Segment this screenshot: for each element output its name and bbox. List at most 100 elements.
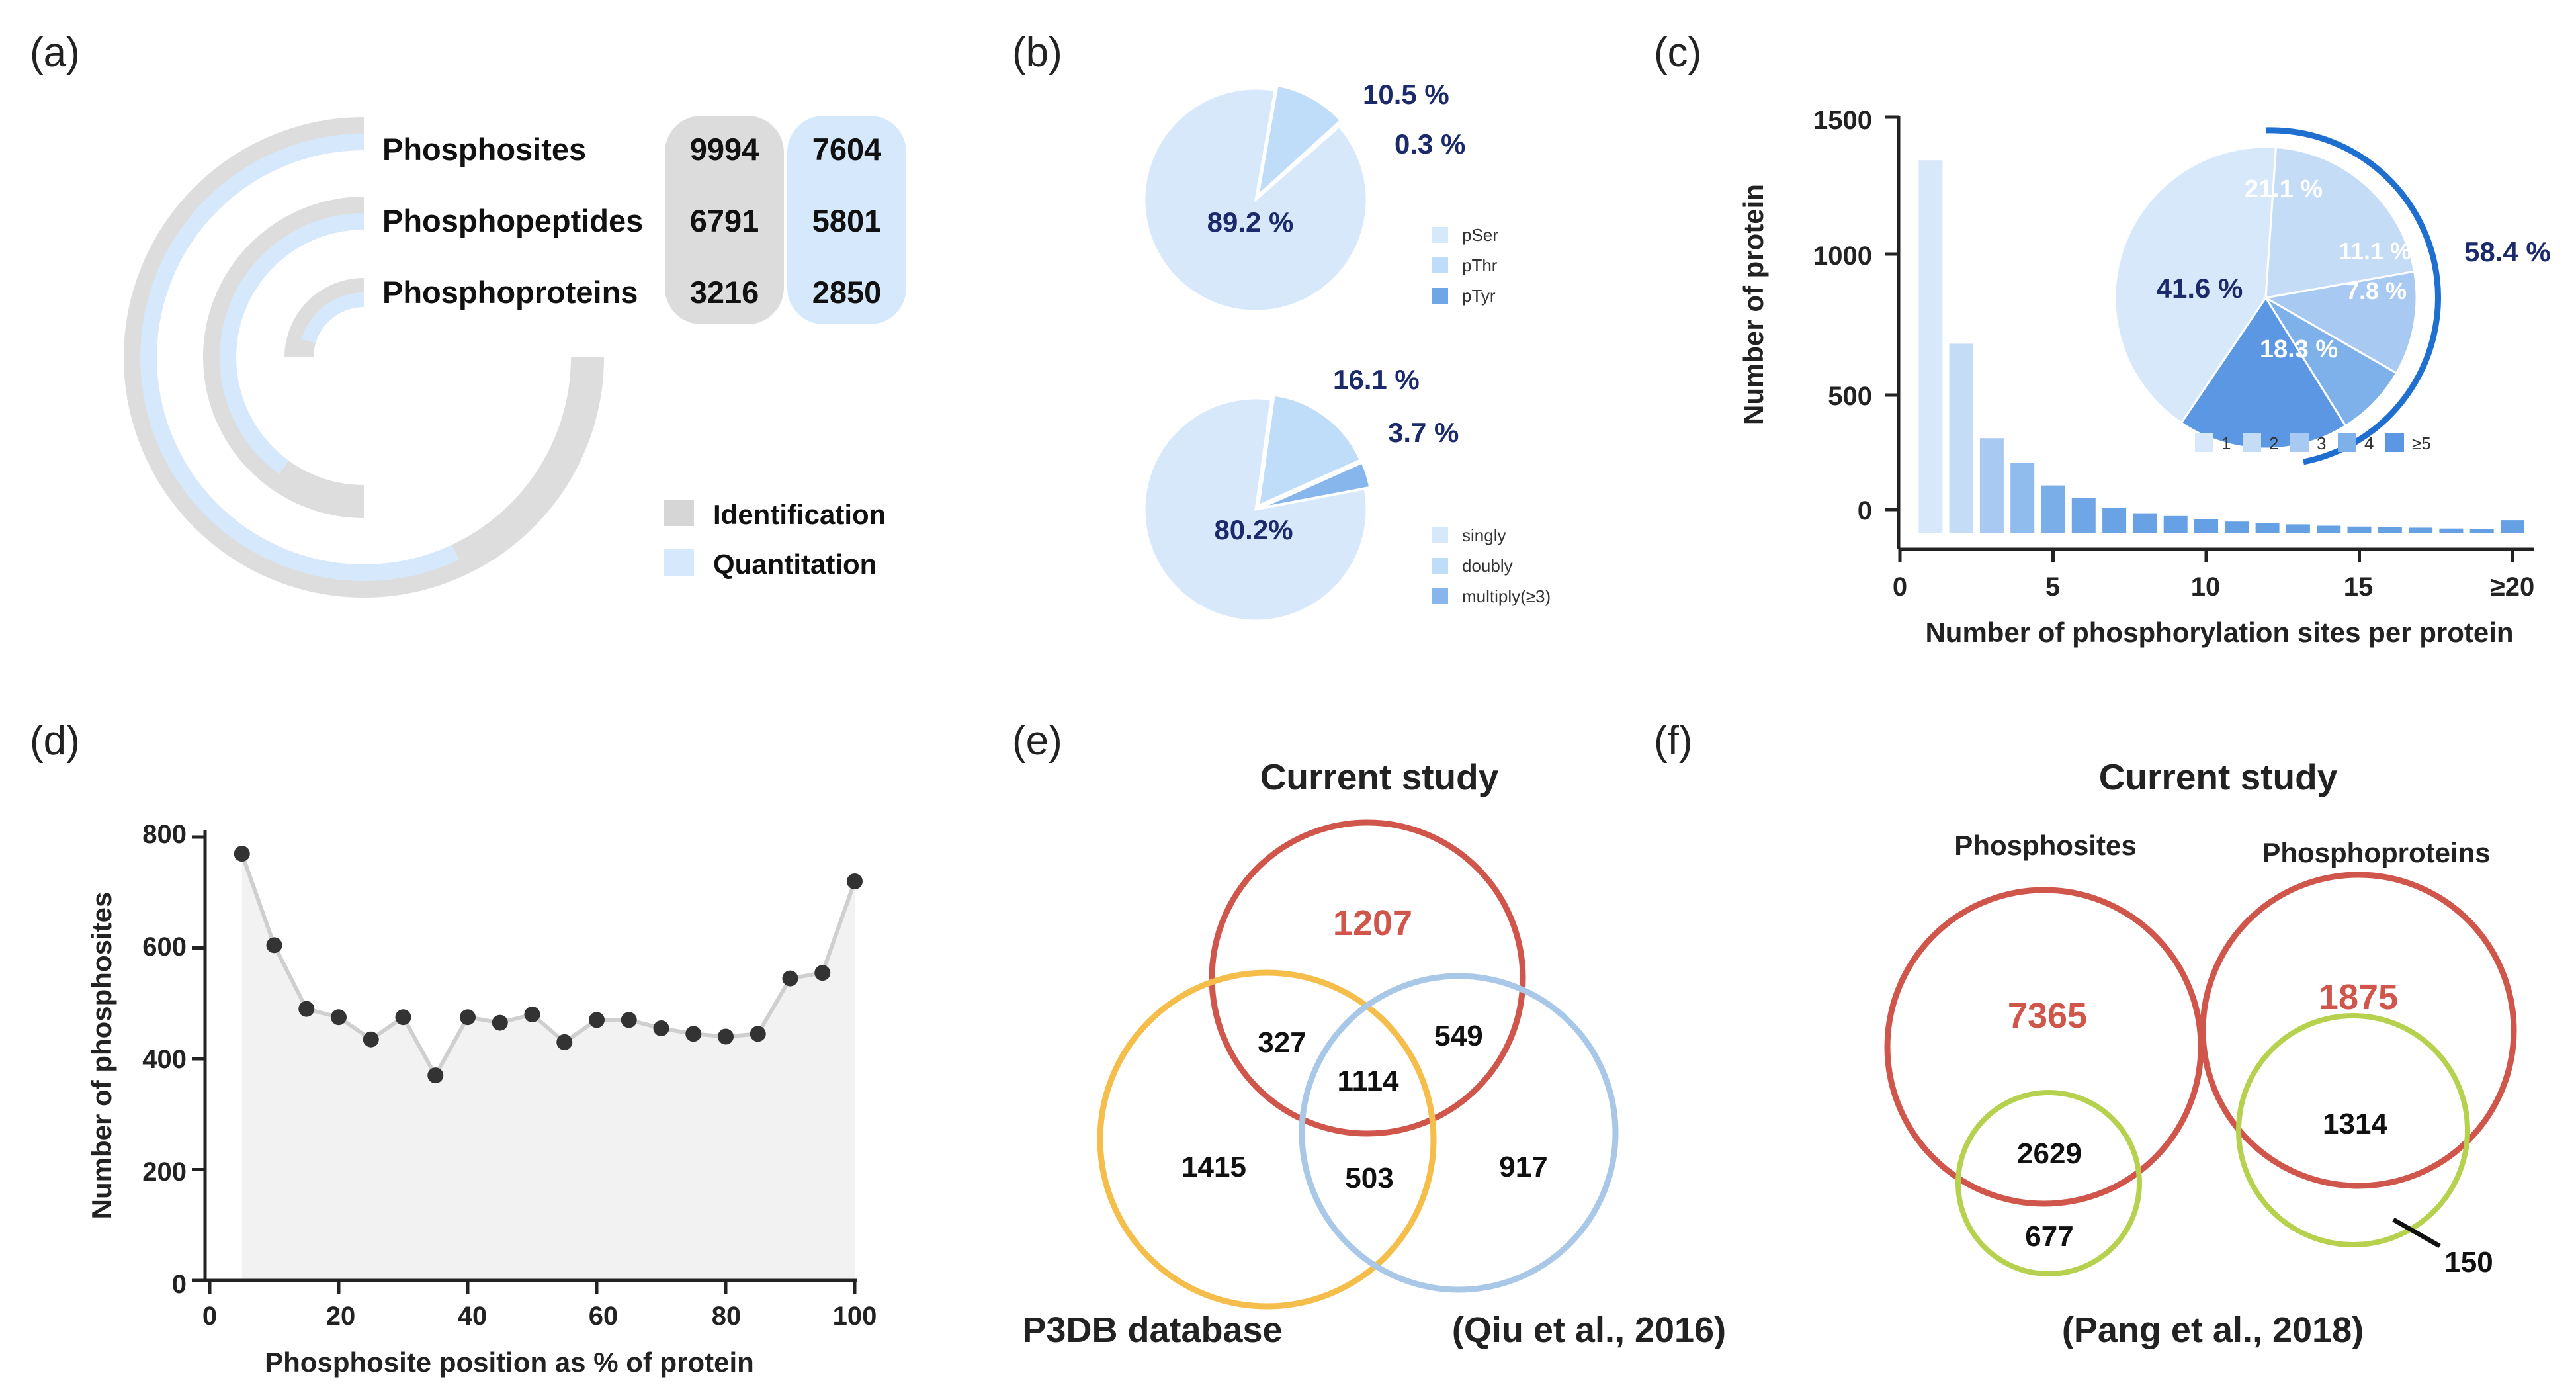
panel-letter-b: (b) bbox=[1012, 30, 1062, 75]
arc-quantitation-phosphosites bbox=[140, 134, 459, 581]
c-ytick-1500: 1500 bbox=[1813, 106, 1872, 135]
bar-18 bbox=[2439, 528, 2464, 533]
legend-ptyr: pTyr bbox=[1462, 286, 1496, 306]
bar-6 bbox=[2071, 498, 2096, 533]
label-pser: 89.2 % bbox=[1207, 206, 1294, 238]
inset-legend-3: 3 bbox=[2317, 433, 2326, 453]
c-xtick-10: 10 bbox=[2191, 572, 2221, 602]
panel-a-arcs bbox=[124, 117, 604, 598]
panel-letter-d: (d) bbox=[30, 718, 80, 764]
c-ytick-0: 0 bbox=[1858, 496, 1872, 525]
pie-slice-multiply bbox=[1260, 461, 1371, 510]
legend-swatch-quantitation bbox=[664, 549, 694, 576]
panel-f: Current study Phosphosites Phosphoprotei… bbox=[1884, 756, 2517, 1350]
d-area-fill bbox=[241, 854, 855, 1280]
inset-slice-1 bbox=[2114, 146, 2278, 425]
d-point-35 bbox=[427, 1067, 444, 1084]
bar-9 bbox=[2163, 515, 2188, 533]
inset-legend-4: 4 bbox=[2364, 433, 2374, 453]
panel-d: 800 600 400 200 0 0 20 40 60 80 100 Phos… bbox=[86, 820, 877, 1378]
c-xtick-5: 5 bbox=[2045, 572, 2060, 602]
inset-legend-swatch-4 bbox=[2338, 433, 2356, 452]
inset-legend-swatch-3 bbox=[2290, 433, 2309, 452]
f-group-title-phosphoproteins: Phosphoproteins bbox=[2262, 837, 2490, 868]
legend-swatch-singly bbox=[1432, 527, 1448, 543]
d-point-75 bbox=[685, 1026, 702, 1042]
label-ptyr: 0.3 % bbox=[1395, 128, 1465, 159]
arc-quantitation-phosphopeptides bbox=[220, 213, 364, 474]
label-doubly: 16.1 % bbox=[1333, 364, 1420, 395]
inset-slice-4 bbox=[2264, 296, 2398, 427]
d-point-10 bbox=[266, 937, 282, 954]
d-xtick-60: 60 bbox=[589, 1302, 619, 1331]
venn-e-qiu bbox=[1299, 973, 1619, 1293]
bar-17 bbox=[2409, 527, 2433, 533]
row-label-phosphoproteins: Phosphoproteins bbox=[382, 275, 638, 310]
f-phosphoproteins-overlap: 1314 bbox=[2323, 1108, 2387, 1140]
f-phosphosites-pang-only: 677 bbox=[2025, 1220, 2073, 1253]
d-point-5 bbox=[234, 846, 250, 862]
legend-pthr: pThr bbox=[1462, 255, 1498, 275]
row-label-phosphosites: Phosphosites bbox=[382, 132, 586, 167]
legend-identification: Identification bbox=[713, 499, 886, 530]
e-p3db-only: 1415 bbox=[1181, 1151, 1246, 1183]
inset-legend-swatch-5 bbox=[2385, 433, 2404, 452]
legend-swatch-multiply bbox=[1432, 588, 1448, 604]
d-x-axis-label: Phosphosite position as % of protein bbox=[265, 1347, 754, 1378]
d-xtick-100: 100 bbox=[833, 1302, 877, 1331]
f-150-leader-line bbox=[2392, 1217, 2441, 1249]
f-phosphoproteins-current-only: 1875 bbox=[2319, 977, 2398, 1017]
e-current-qiu: 549 bbox=[1434, 1020, 1482, 1052]
d-ytick-200: 200 bbox=[142, 1157, 187, 1186]
d-ytick-600: 600 bbox=[142, 932, 187, 962]
panel-letter-f: (f) bbox=[1654, 718, 1693, 764]
f-bottom-label: (Pang et al., 2018) bbox=[2062, 1310, 2364, 1350]
d-xtick-40: 40 bbox=[458, 1302, 488, 1331]
inset-bracket-label: 58.4 % bbox=[2464, 236, 2551, 267]
legend-swatch-doubly bbox=[1432, 558, 1448, 574]
d-point-45 bbox=[492, 1014, 508, 1031]
d-xtick-0: 0 bbox=[202, 1302, 217, 1331]
c-ytick-1000: 1000 bbox=[1813, 242, 1872, 271]
value-phosphopeptides-quantitation: 5801 bbox=[812, 203, 882, 238]
e-current-p3db: 327 bbox=[1258, 1026, 1306, 1059]
inset-legend-swatch-2 bbox=[2243, 433, 2261, 452]
legend-quantitation: Quantitation bbox=[713, 549, 877, 580]
f-group-title-phosphosites: Phosphosites bbox=[1954, 830, 2136, 861]
inset-label-3: 11.1 % bbox=[2339, 238, 2411, 265]
d-point-40 bbox=[460, 1009, 476, 1026]
f-title: Current study bbox=[2099, 756, 2338, 797]
panel-letter-e: (e) bbox=[1012, 718, 1062, 764]
legend-swatch-identification bbox=[664, 500, 694, 526]
c-xtick-15: 15 bbox=[2344, 572, 2374, 602]
e-current-only: 1207 bbox=[1333, 903, 1412, 943]
d-point-85 bbox=[750, 1026, 766, 1042]
pie-slice-singly bbox=[1143, 397, 1368, 622]
d-point-100 bbox=[847, 873, 863, 889]
value-phosphoproteins-quantitation: 2850 bbox=[812, 275, 882, 310]
arc-quantitation-phosphoproteins bbox=[301, 292, 365, 344]
legend-swatch-pser bbox=[1432, 227, 1448, 243]
venn-f-phosphoproteins-current bbox=[2200, 872, 2517, 1189]
panel-letter-c: (c) bbox=[1654, 30, 1701, 75]
venn-e-p3db bbox=[1097, 969, 1437, 1310]
d-y-axis-label: Number of phosphosites bbox=[86, 892, 117, 1220]
bar-12 bbox=[2255, 523, 2280, 533]
bar-19 bbox=[2469, 529, 2494, 533]
c-y-axis-label: Number of protein bbox=[1738, 184, 1769, 425]
f-phosphoproteins-pang-only: 150 bbox=[2444, 1246, 2493, 1278]
d-point-30 bbox=[395, 1009, 411, 1026]
inset-slice-2 bbox=[2264, 146, 2416, 299]
d-xtick-80: 80 bbox=[712, 1302, 742, 1331]
d-point-95 bbox=[814, 965, 831, 981]
c-ytick-500: 500 bbox=[1828, 382, 1872, 411]
d-ytick-400: 400 bbox=[142, 1045, 187, 1074]
panel-c: 1500 1000 500 0 0 5 10 15 ≥20 Number of … bbox=[1738, 106, 2551, 648]
c-xtick-0: 0 bbox=[1893, 572, 1907, 602]
legend-swatch-pthr bbox=[1432, 257, 1448, 273]
bar-2 bbox=[1949, 343, 1973, 533]
e-label-qiu: (Qiu et al., 2016) bbox=[1452, 1310, 1726, 1350]
pie-slice-pser bbox=[1143, 87, 1368, 312]
label-singly: 80.2% bbox=[1214, 514, 1293, 545]
d-point-20 bbox=[331, 1009, 347, 1026]
